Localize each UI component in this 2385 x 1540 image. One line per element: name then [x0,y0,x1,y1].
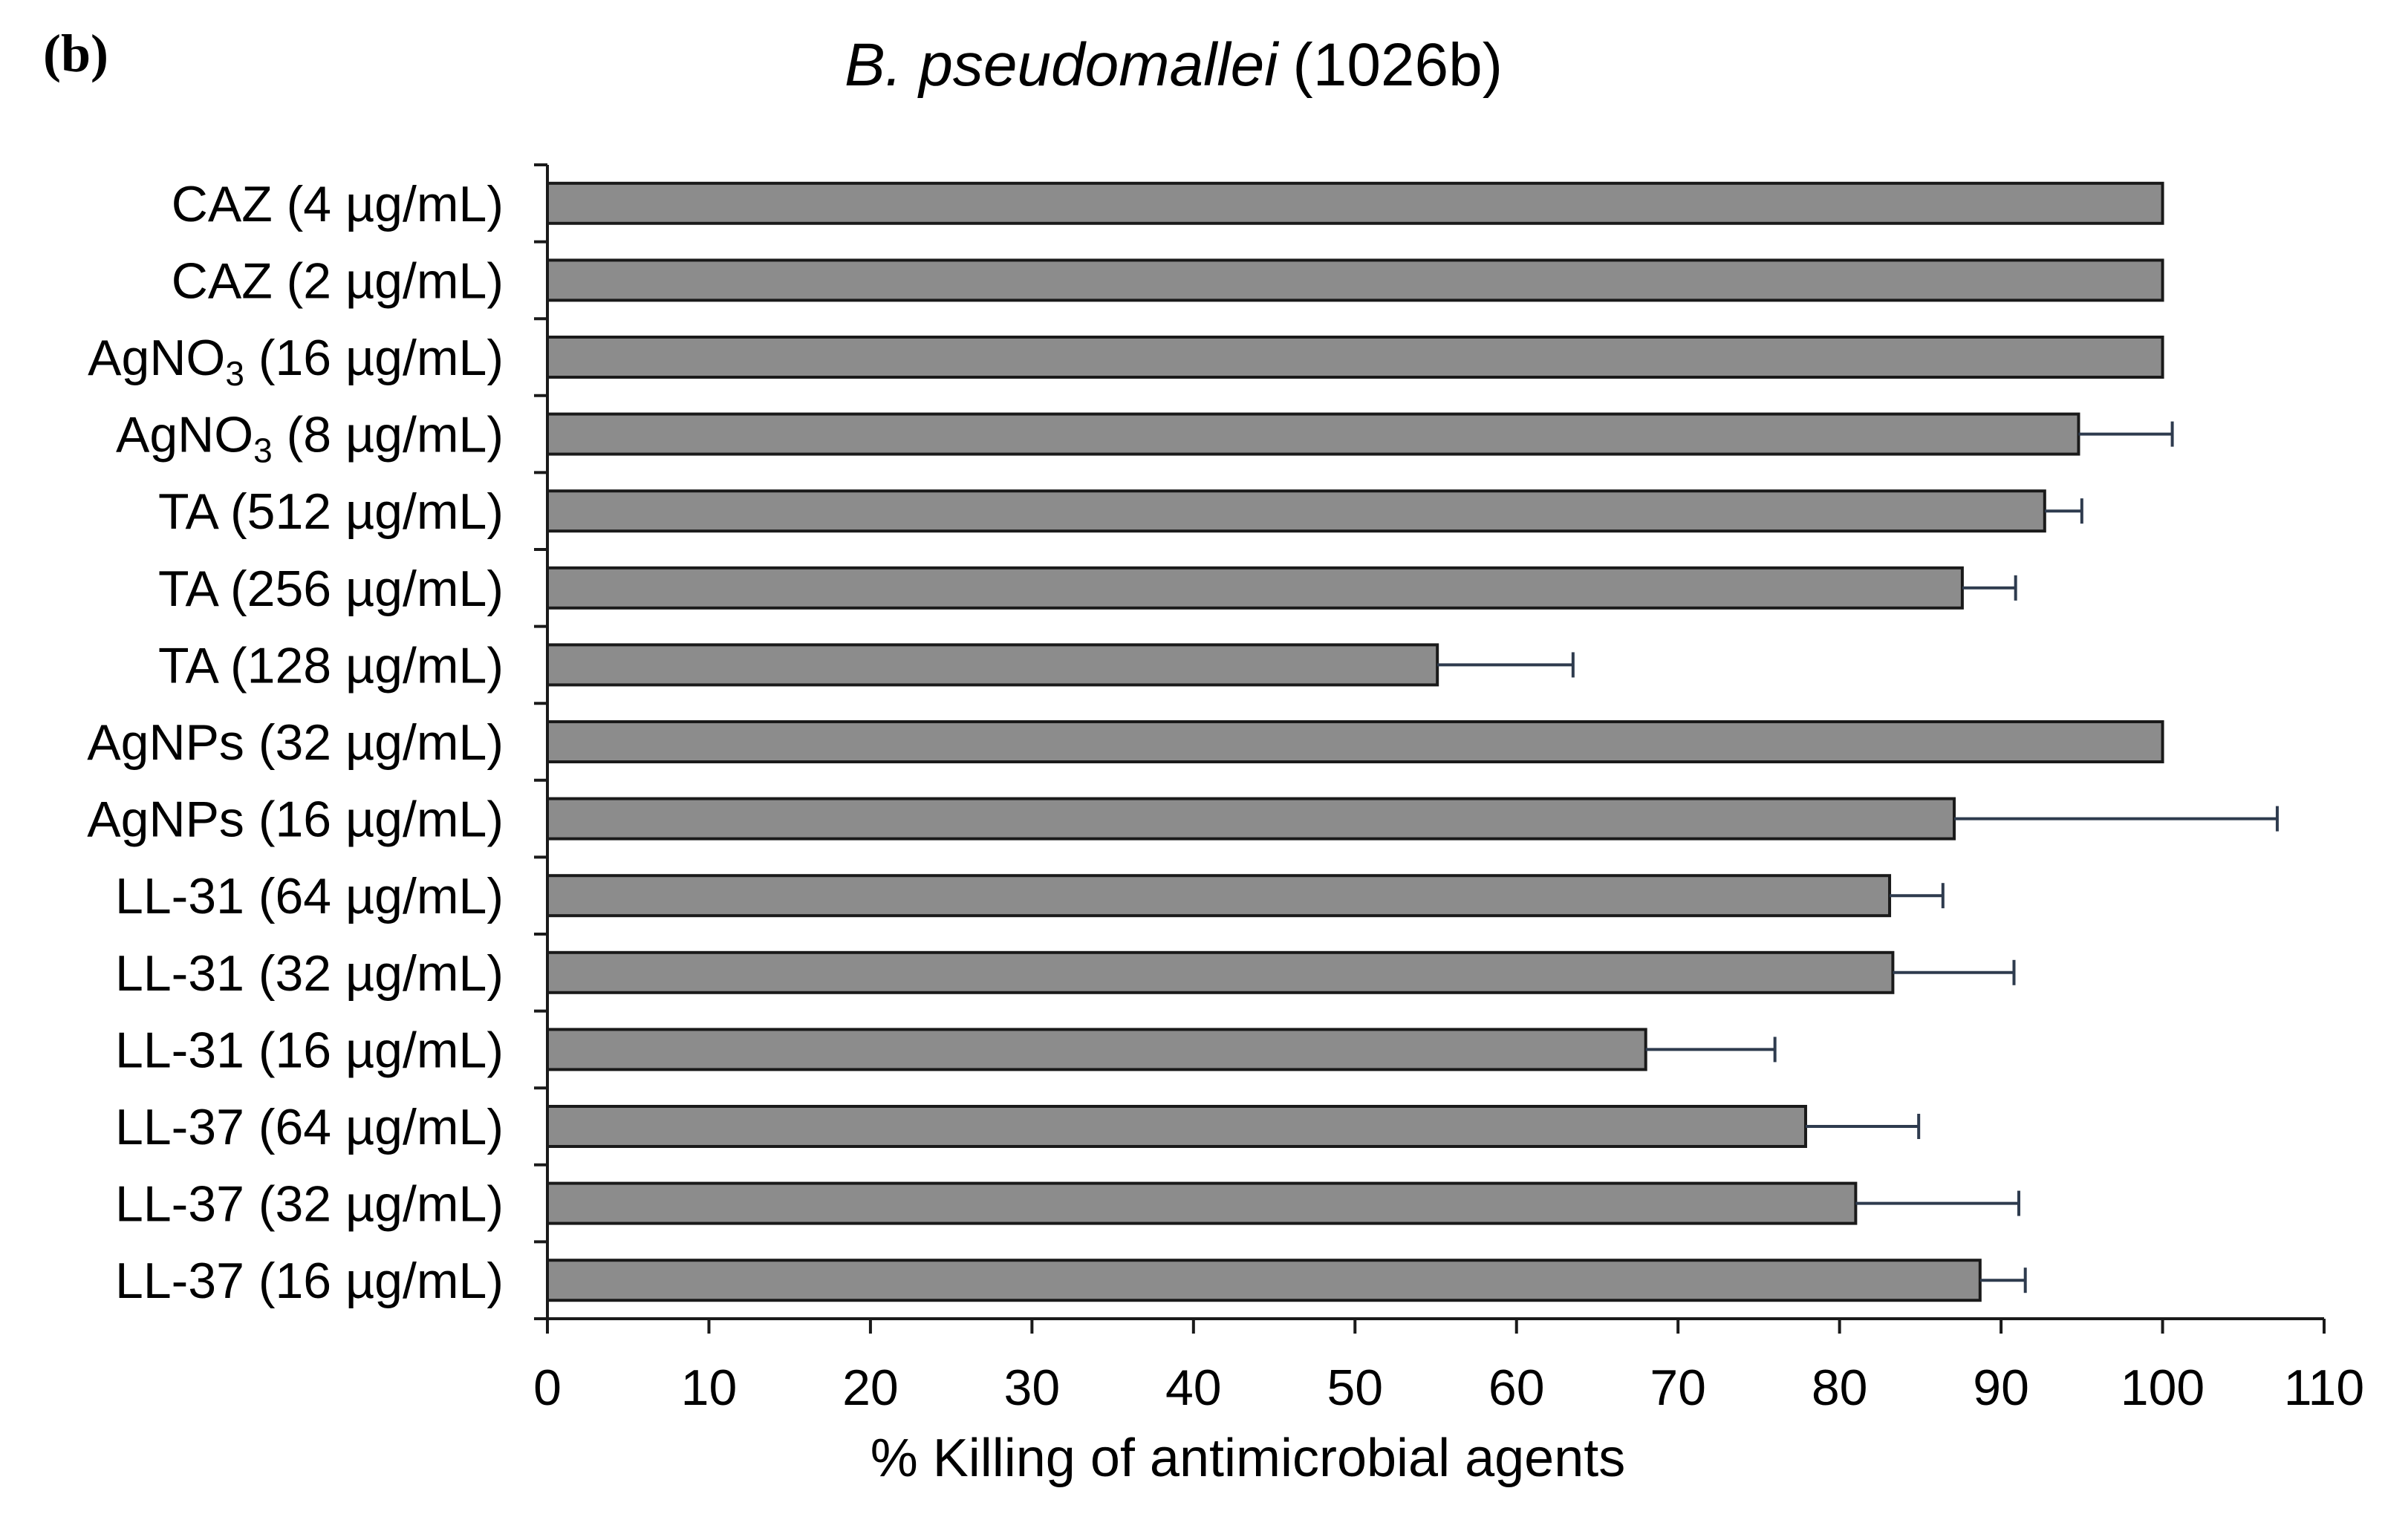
error-bar-13 [1855,1190,2021,1216]
error-bar-5 [1962,575,2017,601]
error-bar-11 [1645,1037,1777,1063]
category-label-6: TA (128 µg/mL) [158,637,504,694]
category-label-7: AgNPs (32 µg/mL) [87,714,504,771]
x-tick-label-11: 110 [2284,1360,2364,1416]
bar-5 [546,566,1964,610]
bar-10 [546,950,1895,994]
x-tick-label-10: 100 [2121,1360,2205,1416]
bar-11 [546,1028,1647,1071]
bar-12 [546,1105,1807,1148]
x-tick-label-8: 80 [1812,1360,1868,1416]
error-bar-3 [2078,421,2174,447]
category-label-8: AgNPs (16 µg/mL) [87,792,504,848]
error-bar-8 [1954,806,2279,832]
x-tick-label-1: 10 [681,1360,738,1416]
category-label-2: AgNO3 (16 µg/mL) [88,330,504,393]
category-label-13: LL-37 (32 µg/mL) [115,1176,504,1233]
error-bar-12 [1805,1114,1921,1139]
bar-9 [546,874,1892,918]
x-tick-label-3: 30 [1004,1360,1061,1416]
x-tick-label-6: 60 [1488,1360,1545,1416]
x-tick-label-2: 20 [842,1360,899,1416]
x-tick-label-9: 90 [1973,1360,2029,1416]
bars-layer [546,181,2164,1302]
category-label-1: CAZ (2 µg/mL) [172,252,504,309]
error-bar-10 [1893,959,2016,985]
bar-8 [546,797,1956,841]
bar-0 [546,181,2164,225]
error-bar-14 [1979,1267,2027,1293]
category-label-11: LL-31 (16 µg/mL) [115,1022,504,1078]
bar-2 [546,336,2164,379]
x-tick-label-7: 70 [1650,1360,1706,1416]
category-label-12: LL-37 (64 µg/mL) [115,1099,504,1155]
bar-14 [546,1259,1982,1302]
category-labels: CAZ (4 µg/mL) CAZ (2 µg/mL) AgNO3 (16 µg/m… [87,176,504,1309]
error-bars-layer [1437,421,2279,1293]
x-axis-title: % Killing of antimicrobial agents [871,1429,1626,1488]
error-bar-6 [1437,652,1575,678]
category-label-10: LL-31 (32 µg/mL) [115,945,504,1002]
category-label-0: CAZ (4 µg/mL) [172,176,504,232]
bar-3 [546,412,2080,456]
error-bar-4 [2044,498,2083,524]
x-tick-label-4: 40 [1165,1360,1222,1416]
category-label-4: TA (512 µg/mL) [158,483,504,540]
bar-1 [546,258,2164,302]
panel-label: (b) [43,24,108,83]
category-label-14: LL-37 (16 µg/mL) [115,1253,504,1309]
x-tick-label-0: 0 [533,1360,562,1416]
bar-7 [546,720,2164,763]
bar-13 [546,1181,1858,1225]
chart-title: B. pseudomallei (1026b) [845,31,1503,99]
x-tick-labels: 0 10 20 30 40 50 60 70 80 90 100 110 [533,1360,2364,1416]
category-label-5: TA (256 µg/mL) [158,561,504,617]
bar-4 [546,489,2046,533]
bar-6 [546,643,1439,687]
axes [534,163,2326,1334]
category-label-9: LL-31 (64 µg/mL) [115,868,504,924]
error-bar-9 [1890,883,1945,909]
x-tick-label-5: 50 [1327,1360,1383,1416]
category-label-3: AgNO3 (8 µg/mL) [116,407,504,470]
